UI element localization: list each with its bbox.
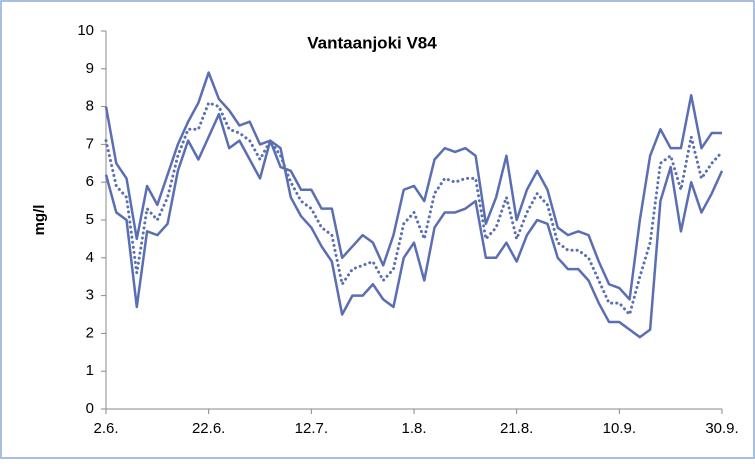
x-tick-label: 21.8. (500, 420, 533, 437)
x-tick-label: 2.6. (93, 420, 118, 437)
y-tick-label: 3 (86, 287, 94, 304)
x-tick-label: 1.8. (401, 420, 426, 437)
series-line (104, 101, 724, 316)
y-tick-label: 5 (86, 211, 94, 228)
y-tick-label: 0 (86, 400, 94, 417)
series-line (104, 112, 724, 339)
x-tick-label: 22.6. (192, 420, 225, 437)
y-tick-label: 6 (86, 173, 94, 190)
y-tick-label: 8 (86, 98, 94, 115)
y-tick-label: 7 (86, 135, 94, 152)
series-line (104, 71, 722, 301)
x-tick-label: 10.9. (603, 420, 636, 437)
y-tick-label: 9 (86, 60, 94, 77)
y-tick-label: 10 (77, 22, 94, 39)
x-tick-label: 12.7. (295, 420, 328, 437)
y-tick-label: 2 (86, 324, 94, 341)
chart-title: Vantaanjoki V84 (307, 33, 437, 52)
y-tick-label: 4 (86, 249, 94, 266)
x-tick-label: 30.9. (705, 420, 738, 437)
y-axis-label: mg/l (31, 205, 48, 236)
y-tick-label: 1 (86, 362, 94, 379)
